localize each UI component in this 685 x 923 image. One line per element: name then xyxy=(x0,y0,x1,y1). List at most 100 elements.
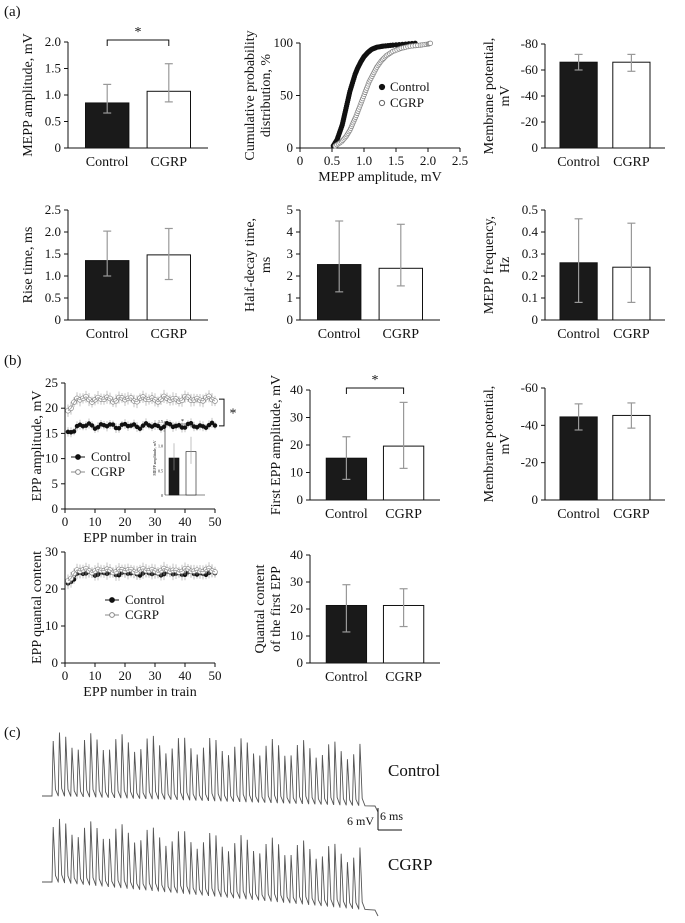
chart-b4: 0 10 20 30 0 10 20 30 40 50 EPP number in train EPP… xyxy=(30,544,222,700)
chart-b3: 0 -20 -40 -60 Membrane potential, mV Control CG… xyxy=(482,380,665,522)
a2-legend-marker xyxy=(378,99,386,107)
b5-ytick-label: 30 xyxy=(290,574,303,589)
a3-ytick-label: -40 xyxy=(521,88,538,103)
b3-y-axis-label: Membrane potential, xyxy=(482,386,497,503)
b1-ytick-label: 15 xyxy=(45,425,58,440)
a2-xtick-label: 1.0 xyxy=(356,153,372,168)
b1-inset: 0 0.5 1.0 1.5 MEPP amplitude, mV * xyxy=(152,419,205,498)
b4-xtick-label: 20 xyxy=(119,668,132,683)
a1-ytick-label: 2.0 xyxy=(45,34,61,49)
b4-line-cgrp xyxy=(67,567,216,582)
a3-ytick-label: -60 xyxy=(521,62,538,77)
a1-significance-bracket xyxy=(106,39,170,46)
chart-b1: 0 5 10 15 20 25 0 10 20 30 40 50 EPP number in train… xyxy=(30,375,237,546)
chart-a2: 0 50 100 0 0.5 1.0 1.5 2.0 2.5 MEPP amplitude, mV… xyxy=(243,30,468,185)
a6-ytick-label: 0.5 xyxy=(522,202,538,217)
b4-ytick-label: 10 xyxy=(45,618,58,633)
a1-ytick-label: 0.5 xyxy=(45,114,61,129)
chart-a5: 0 1 2 3 4 5 Half-decay time, ms Control CGRP xyxy=(243,202,440,342)
a6-category-label: Control xyxy=(557,327,600,342)
b1-y-axis-label: EPP amplitude, mV xyxy=(30,390,45,501)
b3-category-label: Control xyxy=(557,507,600,522)
a1-category-label: CGRP xyxy=(151,155,188,170)
a2-y-axis-label: Cumulative probability xyxy=(243,30,258,160)
a6-category-label: CGRP xyxy=(613,327,650,342)
b1-ytick-label: 25 xyxy=(45,375,58,390)
b3-ytick-label: -60 xyxy=(521,380,538,395)
a5-ytick-label: 1 xyxy=(287,290,294,305)
chart-a6: 0 0.1 0.2 0.3 0.4 0.5 MEPP frequency, Hz Control… xyxy=(482,202,665,342)
b1-ytick-label: 0 xyxy=(52,501,59,516)
scale-bar-ms-label: 6 ms xyxy=(380,809,403,823)
b1-ytick-label: 5 xyxy=(52,476,59,491)
a2-legend-label: Control xyxy=(390,79,430,94)
a6-ytick-label: 0.1 xyxy=(522,290,538,305)
a6-y-axis-label: MEPP frequency, xyxy=(482,216,497,314)
b1-xtick-label: 50 xyxy=(209,514,222,529)
a6-ytick-label: 0 xyxy=(532,312,539,327)
b1-legend-marker xyxy=(75,454,81,460)
a3-ytick-label: 0 xyxy=(532,140,539,155)
a5-ytick-label: 3 xyxy=(287,246,294,261)
b4-legend-marker xyxy=(109,612,115,618)
b5-ytick-label: 0 xyxy=(297,655,304,670)
a4-ytick-label: 0 xyxy=(55,312,62,327)
b1-xtick-label: 40 xyxy=(179,514,192,529)
a1-ytick-label: 1.5 xyxy=(45,61,61,76)
b3-y-axis-label: mV xyxy=(498,434,513,455)
a5-category-label: Control xyxy=(318,327,361,342)
trace-control: Control xyxy=(42,732,440,813)
b1-legend-marker xyxy=(75,469,81,475)
a1-category-label: Control xyxy=(86,155,129,170)
b5-ytick-label: 40 xyxy=(290,547,303,562)
b1-significance-bracket xyxy=(219,398,225,427)
chart-a4: 0 0.5 1.0 1.5 2.0 2.5 Rise time, ms Control CGRP xyxy=(21,202,208,342)
scale-bar: 6 mV 6 ms xyxy=(347,808,403,831)
traces-layer: Control CGRP 6 mV 6 ms xyxy=(42,732,440,917)
panel-label-b: (b) xyxy=(4,353,22,369)
b4-xtick-label: 0 xyxy=(62,668,69,683)
a4-ytick-label: 1.0 xyxy=(45,268,61,283)
b5-y-axis-label: of the first EPP xyxy=(269,566,284,652)
a2-y-axis-label: distribution, % xyxy=(259,54,274,138)
b4-xtick-label: 40 xyxy=(179,668,192,683)
b4-legend-marker xyxy=(109,597,115,603)
b2-significance-bracket xyxy=(345,387,405,394)
b2-ytick-label: 30 xyxy=(290,410,303,425)
b3-bar-cgrp xyxy=(612,414,651,501)
b2-y-axis-label: First EPP amplitude, mV xyxy=(269,375,284,515)
b1-x-axis-label: EPP number in train xyxy=(83,531,196,546)
b5-y-axis-label: Quantal content xyxy=(253,564,268,653)
a5-y-axis-label: ms xyxy=(259,257,274,273)
a1-ytick-label: 0 xyxy=(55,140,62,155)
trace-label-cgrp: CGRP xyxy=(388,855,432,874)
b3-category-label: CGRP xyxy=(613,507,650,522)
a2-x-axis-label: MEPP amplitude, mV xyxy=(318,170,442,185)
b1-xtick-label: 10 xyxy=(89,514,102,529)
a2-xtick-label: 1.5 xyxy=(388,153,404,168)
a1-ytick-label: 1.0 xyxy=(45,87,61,102)
a4-ytick-label: 2.5 xyxy=(45,202,61,217)
b1-ytick-label: 20 xyxy=(45,400,58,415)
a6-ytick-label: 0.4 xyxy=(522,224,539,239)
trace-cgrp: CGRP xyxy=(42,818,432,917)
b1-xtick-label: 30 xyxy=(149,514,162,529)
scale-bar-mv-label: 6 mV xyxy=(347,814,374,828)
b3-ytick-label: 0 xyxy=(532,492,539,507)
a6-y-axis-label: Hz xyxy=(498,257,513,273)
a2-point-cgrp xyxy=(427,40,433,46)
a4-ytick-label: 0.5 xyxy=(45,290,61,305)
trace-line-control xyxy=(42,732,379,813)
b1-xtick-label: 0 xyxy=(62,514,69,529)
a2-xtick-label: 0 xyxy=(297,153,304,168)
a3-ytick-label: -80 xyxy=(521,36,538,51)
a1-y-axis-label: MEPP amplitude, mV xyxy=(21,33,36,157)
b2-ytick-label: 10 xyxy=(290,465,303,480)
a3-y-axis-label: mV xyxy=(498,86,513,107)
b1-inset-y-axis-label: MEPP amplitude, mV xyxy=(152,440,158,475)
chart-b2: 0 10 20 30 40 First EPP amplitude, mV Control C… xyxy=(269,373,440,522)
a6-ytick-label: 0.3 xyxy=(522,246,538,261)
b5-ytick-label: 10 xyxy=(290,628,303,643)
b1-inset-ytick-label: 0.5 xyxy=(158,468,163,473)
a2-xtick-label: 2.5 xyxy=(452,153,468,168)
